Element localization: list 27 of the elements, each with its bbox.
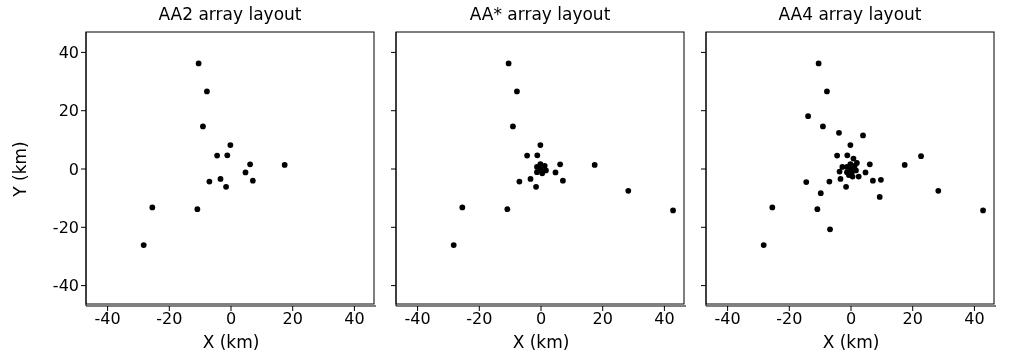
x-axis-title: X (km): [512, 332, 570, 352]
x-tick-label: -20: [776, 309, 803, 329]
x-tick-label: -20: [156, 309, 183, 329]
chart-title: AA* array layout: [468, 4, 612, 24]
x-tick-label: -40: [404, 309, 431, 329]
y-axis-title: Y (km): [10, 141, 31, 198]
x-tick-label: -40: [94, 309, 121, 329]
x-tick-label: -20: [466, 309, 493, 329]
x-tick-label: 40: [964, 309, 985, 329]
x-tick-label: 20: [592, 309, 613, 329]
x-tick-label: 0: [845, 309, 857, 329]
chart-title: AA4 array layout: [777, 4, 923, 24]
x-axis-title: X (km): [202, 332, 260, 352]
x-tick-label: -40: [714, 309, 741, 329]
x-tick-label: 20: [902, 309, 923, 329]
x-tick-label: 0: [225, 309, 237, 329]
y-tick-label: 0: [68, 159, 79, 179]
y-tick-label: 20: [58, 101, 79, 121]
chart-title: AA2 array layout: [157, 4, 303, 24]
x-tick-label: 0: [535, 309, 547, 329]
x-tick-label: 40: [654, 309, 675, 329]
y-tick-label: -40: [52, 276, 79, 296]
x-tick-label: 40: [344, 309, 365, 329]
y-tick-label: 40: [58, 43, 79, 63]
x-tick-label: 20: [282, 309, 303, 329]
x-axis-title: X (km): [822, 332, 880, 352]
y-tick-label: -20: [52, 217, 79, 237]
